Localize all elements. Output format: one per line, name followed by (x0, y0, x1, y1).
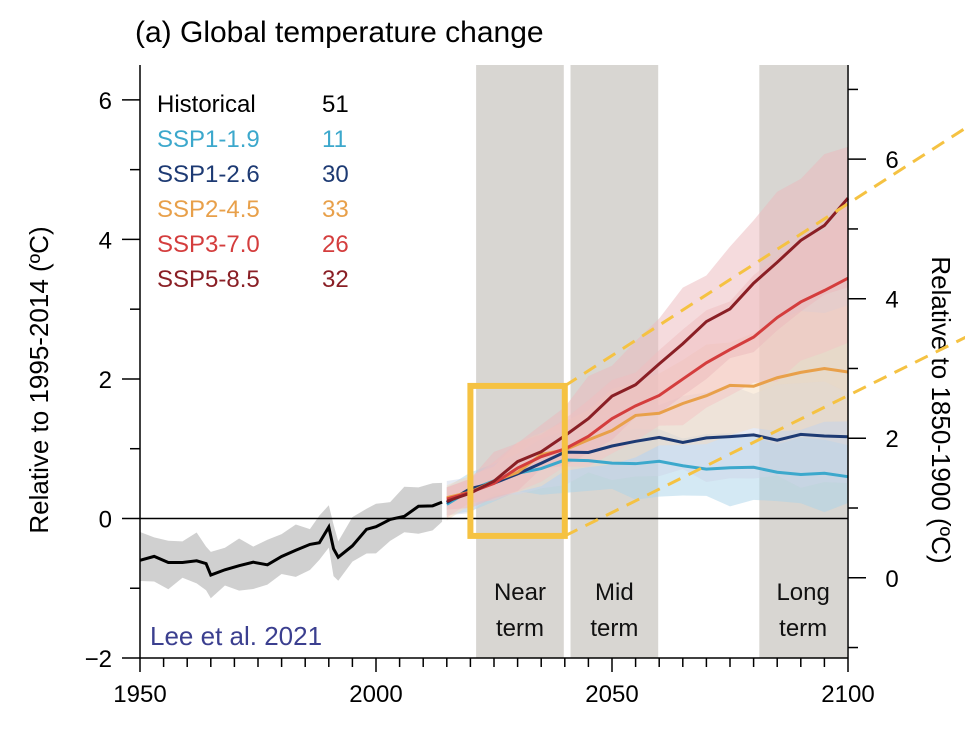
axes: 1950 2000 2050 2100 −2 0 2 4 6 0 2 4 6 (85, 65, 899, 708)
period-label-line2: term (590, 615, 638, 642)
y-tick-label: −2 (85, 646, 112, 673)
period-label-line1: Long (776, 579, 829, 606)
legend-count: 26 (322, 231, 349, 258)
period-label-line1: Near (494, 579, 546, 606)
y2-tick-label: 0 (885, 566, 898, 593)
legend: Historical 51 SSP1-1.9 11 SSP1-2.6 30 SSP2-4.5… (157, 91, 349, 293)
period-labels: Near term Mid term Long term (494, 579, 830, 642)
near-term-highlight-rect (467, 382, 568, 539)
legend-count: 32 (322, 266, 349, 293)
band-ssp5-8-5 (446, 146, 848, 510)
legend-count: 30 (322, 161, 349, 188)
y2-tick-label: 2 (885, 426, 898, 453)
legend-name: SSP5-8.5 (157, 266, 260, 293)
legend-name: SSP1-2.6 (157, 161, 260, 188)
y2-tick-label: 6 (885, 147, 898, 174)
legend-name: SSP2-4.5 (157, 196, 260, 223)
series-lines (139, 197, 850, 577)
y-tick-label: 6 (99, 88, 112, 115)
period-rect (476, 65, 564, 658)
x-tick-label: 2050 (585, 681, 638, 708)
period-label-line1: Mid (595, 579, 634, 606)
y-axis-label-left: Relative to 1995-2014 (ºC) (24, 226, 54, 533)
highlight-box (467, 382, 568, 539)
y-tick-label: 2 (99, 367, 112, 394)
y-tick-label: 4 (99, 227, 112, 254)
legend-count: 11 (322, 126, 347, 153)
legend-count: 33 (322, 196, 349, 223)
line-ssp3-7-0 (446, 276, 849, 501)
historical-band (140, 482, 443, 599)
dashed-line-1 (564, 335, 965, 538)
historical-line (139, 500, 443, 577)
y-tick-label: 0 (99, 506, 112, 533)
legend-name: SSP1-1.9 (157, 126, 260, 153)
dashed-line-0 (563, 126, 965, 388)
legend-name: Historical (157, 91, 256, 118)
line-ssp2-4-5 (446, 367, 849, 500)
dashed-projection-lines (563, 126, 965, 538)
x-tick-label: 2000 (349, 681, 402, 708)
period-label-line2: term (779, 615, 827, 642)
chart-title: (a) Global temperature change (135, 16, 544, 49)
legend-count: 51 (322, 91, 349, 118)
line-ssp5-8-5 (446, 197, 850, 503)
legend-name: SSP3-7.0 (157, 231, 260, 258)
x-tick-label: 2100 (821, 681, 874, 708)
credit-text: Lee et al. 2021 (150, 621, 322, 651)
x-tick-label: 1950 (113, 681, 166, 708)
y-axis-label-right: Relative to 1850-1900 (ºC) (926, 256, 956, 563)
y2-tick-label: 4 (885, 287, 898, 314)
period-label-line2: term (496, 615, 544, 642)
